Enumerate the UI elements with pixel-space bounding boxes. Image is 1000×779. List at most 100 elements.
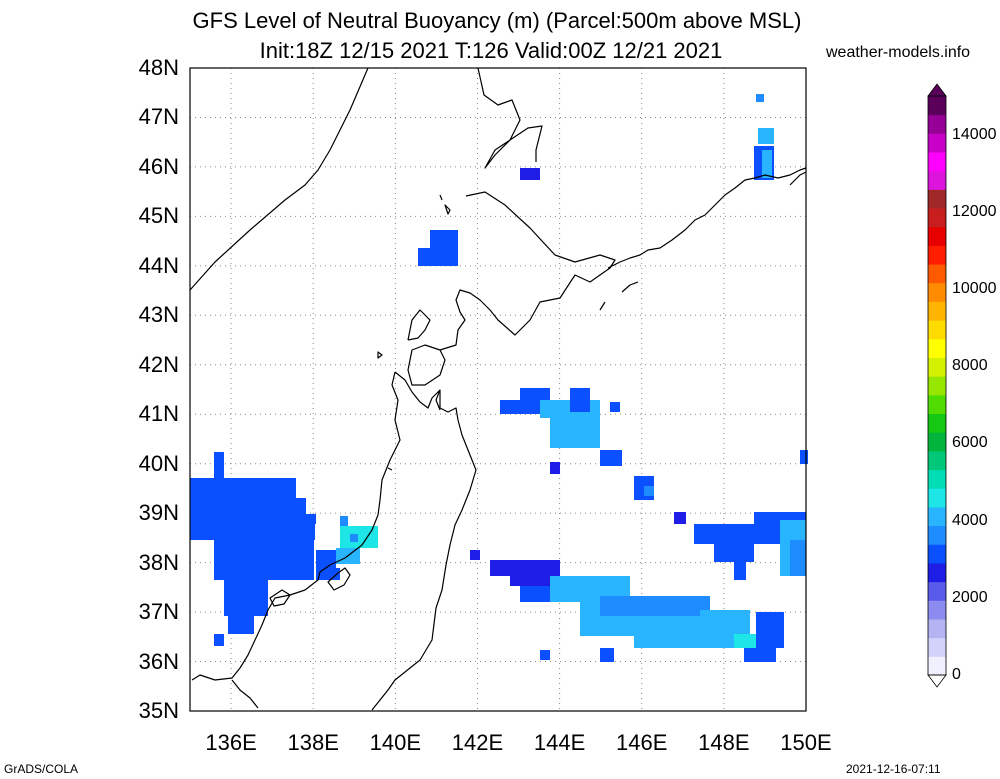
shaded-cell bbox=[510, 576, 560, 586]
shaded-cell bbox=[734, 562, 746, 580]
colorbar-tick-label: 2000 bbox=[952, 588, 988, 606]
shaded-cell bbox=[756, 612, 784, 648]
shaded-cell bbox=[540, 650, 550, 660]
lon-tick-label: 146E bbox=[616, 730, 668, 755]
shaded-cell bbox=[418, 248, 458, 266]
lon-tick-label: 136E bbox=[205, 730, 257, 755]
map-title: GFS Level of Neutral Buoyancy (m) (Parce… bbox=[192, 8, 802, 33]
colorbar-swatch bbox=[928, 432, 946, 452]
shaded-cell bbox=[214, 452, 224, 478]
shaded-cell bbox=[800, 450, 808, 464]
colorbar-swatch bbox=[928, 506, 946, 527]
shaded-cell bbox=[762, 150, 772, 178]
shaded-cell bbox=[500, 400, 550, 414]
shaded-cell bbox=[756, 94, 764, 102]
shaded-cell bbox=[600, 596, 710, 616]
shaded-cell bbox=[340, 526, 378, 548]
colorbar-swatch bbox=[928, 245, 946, 265]
footer-left: GrADS/COLA bbox=[4, 762, 79, 776]
colorbar-swatch bbox=[928, 450, 946, 471]
colorbar-swatch bbox=[928, 581, 946, 601]
colorbar-swatch bbox=[928, 189, 946, 209]
lat-tick-label: 42N bbox=[138, 351, 179, 377]
footer-right: 2021-12-16-07:11 bbox=[846, 762, 941, 776]
colorbar-tick-label: 8000 bbox=[952, 357, 988, 375]
colorbar-swatch bbox=[928, 96, 946, 116]
lat-tick-label: 46N bbox=[138, 153, 179, 179]
lon-tick-label: 150E bbox=[780, 730, 832, 755]
colorbar-swatch bbox=[928, 170, 946, 190]
lon-tick-label: 144E bbox=[533, 730, 586, 755]
lat-tick-label: 45N bbox=[138, 203, 179, 229]
shaded-cell bbox=[326, 568, 340, 580]
colorbar-swatch bbox=[928, 282, 946, 302]
colorbar-swatch bbox=[928, 264, 946, 284]
shaded-cell bbox=[570, 388, 590, 412]
colorbar-end bbox=[927, 674, 947, 688]
shaded-cell bbox=[610, 402, 620, 412]
map-subtitle: Init:18Z 12/15 2021 T:126 Valid:00Z 12/2… bbox=[259, 38, 723, 63]
map-frame bbox=[189, 67, 807, 712]
lat-tick-label: 36N bbox=[138, 648, 179, 674]
lat-tick-label: 44N bbox=[138, 252, 179, 278]
shaded-cell bbox=[790, 540, 806, 576]
shaded-cell bbox=[520, 168, 540, 180]
lat-tick-label: 43N bbox=[138, 302, 179, 328]
shaded-cell bbox=[550, 412, 600, 448]
lon-tick-label: 148E bbox=[698, 730, 750, 755]
colorbar-swatch bbox=[928, 338, 946, 358]
colorbar-frame bbox=[927, 95, 947, 676]
colorbar-swatch bbox=[928, 133, 946, 153]
shaded-cell bbox=[550, 462, 560, 474]
lat-tick-label: 39N bbox=[138, 500, 179, 526]
shaded-cell bbox=[350, 534, 358, 542]
lat-tick-label: 37N bbox=[138, 599, 179, 625]
shaded-cell bbox=[644, 486, 654, 496]
colorbar-swatch bbox=[928, 656, 946, 676]
colorbar-swatch bbox=[928, 394, 946, 415]
site-credit[interactable]: weather-models.info bbox=[826, 44, 971, 61]
shaded-cell bbox=[430, 230, 458, 250]
lon-tick-label: 142E bbox=[451, 730, 504, 755]
colorbar-tick-label: 6000 bbox=[952, 434, 988, 452]
shaded-cell bbox=[228, 616, 254, 634]
shaded-cell bbox=[600, 450, 622, 466]
lat-tick-label: 40N bbox=[138, 450, 179, 476]
lat-tick-label: 41N bbox=[138, 401, 179, 427]
colorbar-swatch bbox=[928, 114, 946, 134]
colorbar bbox=[927, 83, 947, 688]
colorbar-swatch bbox=[928, 525, 946, 545]
shaded-cell bbox=[520, 388, 550, 400]
shaded-cell bbox=[214, 540, 314, 580]
shaded-cell bbox=[214, 634, 224, 646]
colorbar-swatch bbox=[928, 152, 946, 172]
coastlines bbox=[189, 67, 807, 711]
shaded-cell bbox=[230, 478, 296, 518]
colorbar-tick-label: 12000 bbox=[952, 202, 997, 220]
shaded-cell bbox=[490, 560, 560, 576]
shaded-cell bbox=[758, 128, 774, 144]
colorbar-swatch bbox=[928, 562, 946, 583]
shaded-cell bbox=[296, 498, 306, 518]
lat-tick-label: 47N bbox=[138, 104, 179, 130]
colorbar-end bbox=[927, 83, 947, 97]
colorbar-swatch bbox=[928, 637, 946, 657]
shaded-cell bbox=[190, 518, 315, 540]
colorbar-tick-label: 14000 bbox=[952, 125, 997, 143]
colorbar-swatch bbox=[928, 600, 946, 620]
buoyancy-field bbox=[190, 94, 808, 662]
colorbar-tick-label: 10000 bbox=[952, 280, 997, 297]
colorbar-swatch bbox=[928, 469, 946, 489]
colorbar-swatch bbox=[928, 301, 946, 321]
shaded-cell bbox=[714, 544, 754, 562]
colorbar-swatch bbox=[928, 618, 946, 639]
colorbar-swatch bbox=[928, 488, 946, 508]
colorbar-swatch bbox=[928, 376, 946, 396]
colorbar-swatch bbox=[928, 413, 946, 433]
colorbar-swatch bbox=[928, 357, 946, 377]
shaded-cell bbox=[340, 516, 348, 526]
lat-tick-label: 35N bbox=[138, 698, 179, 723]
lon-tick-label: 138E bbox=[287, 730, 339, 755]
colorbar-tick-label: 0 bbox=[952, 666, 961, 683]
